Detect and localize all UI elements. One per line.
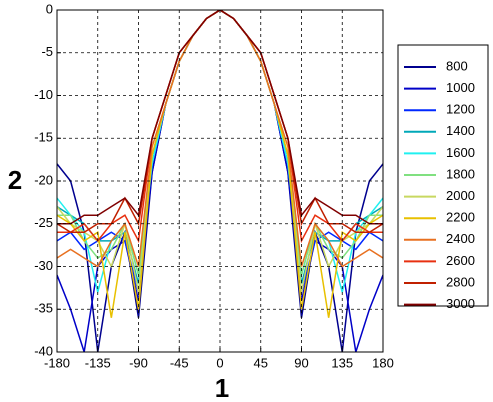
legend-label: 2800 [446, 274, 475, 289]
legend-label: 2600 [446, 253, 475, 268]
series-line [57, 10, 383, 276]
x-tick-label: -180 [44, 355, 70, 370]
series-line [57, 10, 383, 318]
legend-label: 1000 [446, 80, 475, 95]
series-line [57, 10, 383, 225]
x-tick-label: -45 [170, 355, 189, 370]
x-tick-label: 90 [294, 355, 308, 370]
y-tick-label: -35 [34, 301, 53, 316]
y-tick-label: -10 [34, 87, 53, 102]
y-axis-label: 2 [8, 165, 22, 195]
y-tick-label: -40 [34, 343, 53, 358]
y-tick-label: -25 [34, 215, 53, 230]
x-axis-label: 1 [215, 373, 229, 402]
x-tick-label: 0 [216, 355, 223, 370]
y-tick-label: 0 [46, 1, 53, 16]
y-tick-label: -20 [34, 172, 53, 187]
legend-label: 2000 [446, 188, 475, 203]
legend-label: 1800 [446, 166, 475, 181]
y-tick-label: -30 [34, 258, 53, 273]
x-tick-label: 180 [372, 355, 394, 370]
legend-label: 2400 [446, 231, 475, 246]
x-tick-label: -135 [85, 355, 111, 370]
series-line [57, 10, 383, 293]
plot-frame [56, 9, 384, 353]
legend-label: 3000 [446, 296, 475, 311]
x-tick-label: 135 [331, 355, 353, 370]
legend-label: 1200 [446, 102, 475, 117]
x-tick-label: 45 [254, 355, 268, 370]
y-tick-label: -5 [41, 44, 53, 59]
legend-label: 1600 [446, 145, 475, 160]
legend-label: 2200 [446, 210, 475, 225]
series-line [57, 10, 383, 268]
x-tick-label: -90 [129, 355, 148, 370]
legend-label: 800 [446, 58, 468, 73]
legend-label: 1400 [446, 123, 475, 138]
y-tick-label: -15 [34, 130, 53, 145]
